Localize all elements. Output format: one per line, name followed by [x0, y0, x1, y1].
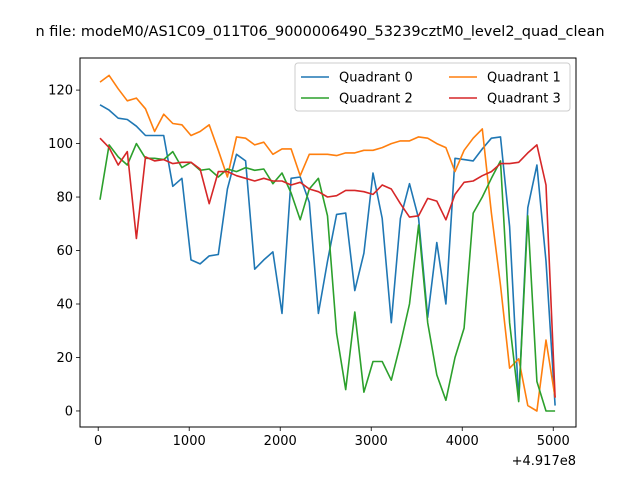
- y-tick-label: 40: [56, 298, 73, 313]
- y-tick-label: 100: [48, 137, 73, 152]
- y-tick-label: 20: [56, 351, 73, 366]
- series-line-quadrant-2: [99, 142, 556, 412]
- x-tick-label: 2000: [264, 434, 297, 449]
- axis-layer: 0 1000 2000 3000 4000 5000 0 20 40 60 80 100 120: [48, 84, 570, 449]
- legend-label-quadrant-1: Quadrant 1: [487, 71, 561, 86]
- legend-box: [294, 62, 571, 112]
- x-tick-label: 3000: [355, 434, 388, 449]
- legend-label-quadrant-0: Quadrant 0: [339, 71, 413, 86]
- series-line-quadrant-3: [99, 137, 556, 398]
- legend: Quadrant 0 Quadrant 1 Quadrant 2 Quadrant 3: [294, 62, 571, 112]
- y-tick-label: 60: [56, 244, 73, 259]
- x-tick-label: 4000: [446, 434, 479, 449]
- series-line-quadrant-0: [99, 104, 556, 406]
- plot-area: [79, 57, 577, 428]
- y-tick-label: 120: [48, 84, 73, 99]
- y-tick-label: 0: [65, 404, 73, 419]
- x-tick-label: 0: [94, 434, 102, 449]
- x-tick-label: 5000: [537, 434, 570, 449]
- series-layer: [99, 74, 556, 412]
- x-axis-offset-label: +4.917e8: [512, 454, 576, 469]
- y-tick-label: 80: [56, 191, 73, 206]
- x-tick-label: 1000: [173, 434, 206, 449]
- chart-title: n file: modeM0/AS1C09_011T06_9000006490_…: [35, 24, 604, 40]
- legend-label-quadrant-2: Quadrant 2: [339, 92, 413, 107]
- legend-label-quadrant-3: Quadrant 3: [487, 92, 561, 107]
- series-line-quadrant-1: [99, 74, 556, 412]
